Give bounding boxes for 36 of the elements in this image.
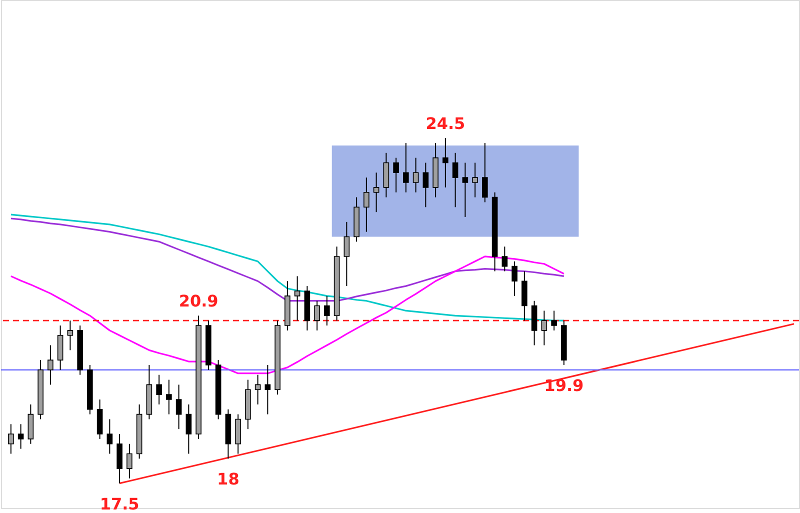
candlestick [294, 276, 300, 322]
candlestick [18, 424, 24, 450]
candlestick [472, 162, 478, 198]
annotation: 18 [217, 470, 240, 489]
candlestick [324, 295, 330, 326]
annotation: 17.5 [100, 494, 140, 513]
candlestick [186, 404, 192, 454]
annotation: 24.5 [426, 114, 466, 134]
candlestick [344, 221, 350, 287]
candlestick [126, 443, 132, 479]
candlestick [403, 142, 409, 193]
candlestick [442, 138, 448, 188]
candlestick [314, 300, 320, 331]
candlestick [254, 374, 261, 405]
candlestick [48, 344, 54, 386]
candlestick [364, 177, 370, 232]
candlestick [156, 374, 162, 405]
candlestick [412, 157, 419, 193]
annotation: 20.9 [178, 292, 218, 311]
candlestick [67, 320, 74, 351]
candlestick [166, 379, 172, 415]
candlestick [512, 260, 518, 296]
candlestick [462, 162, 468, 218]
candlestick [176, 384, 182, 430]
candlestick [551, 310, 557, 331]
candlestick [106, 418, 113, 454]
candlestick [502, 246, 508, 272]
annotation: 19.9 [544, 376, 584, 395]
candlestick [482, 142, 488, 203]
candlestick [373, 172, 380, 213]
candlestick [422, 162, 429, 208]
candlestick [541, 310, 548, 346]
candlestick [264, 364, 271, 415]
candlestick [452, 152, 458, 208]
candlestick [393, 157, 399, 193]
candlestick [8, 424, 14, 454]
